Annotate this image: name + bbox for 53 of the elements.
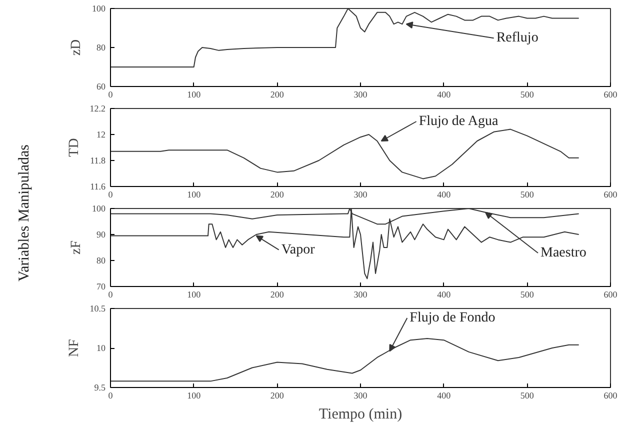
y-tick-label: 12	[96, 130, 106, 140]
x-tick-label: 500	[520, 390, 534, 400]
x-tick-label: 200	[270, 190, 284, 200]
x-tick-label: 400	[437, 390, 452, 400]
x-axis-title: Tiempo (min)	[318, 406, 402, 422]
y-tick-label: 90	[96, 230, 106, 240]
y-tick-label: 12.2	[90, 104, 106, 114]
text: Variables Manipuladas	[16, 144, 32, 282]
y-tick-label: 9.5	[94, 382, 106, 392]
y-tick-label: 10	[96, 343, 106, 353]
y-tick-label: 11.6	[90, 182, 106, 192]
annotation: Flujo de Fondo	[410, 310, 496, 326]
y-tick-label: 70	[96, 282, 106, 292]
x-tick-label: 600	[604, 390, 618, 400]
y-tick-label: 100	[92, 4, 106, 14]
y-axis-title: NF	[66, 338, 82, 357]
x-tick-label: 600	[604, 90, 618, 100]
y-tick-label: 80	[96, 42, 106, 52]
x-tick-label: 0	[108, 90, 114, 100]
x-tick-label: 200	[270, 390, 284, 400]
annotation: Flujo de Agua	[418, 114, 499, 129]
x-tick-label: 500	[520, 90, 534, 100]
annotation: Vapor	[281, 242, 316, 258]
y-tick-label: 10.5	[90, 304, 106, 314]
x-tick-label: 100	[187, 290, 202, 300]
x-tick-label: 400	[437, 90, 452, 100]
y-axis-title: zF	[69, 240, 84, 254]
x-tick-label: 0	[108, 390, 114, 400]
x-tick-label: 300	[354, 190, 368, 200]
x-tick-label: 600	[604, 190, 618, 200]
x-tick-label: 600	[604, 290, 618, 300]
x-tick-label: 100	[187, 90, 202, 100]
x-tick-label: 400	[437, 190, 452, 200]
y-tick-label: 11.8	[90, 156, 106, 166]
x-tick-label: 500	[520, 190, 534, 200]
y-tick-label: 60	[96, 82, 106, 92]
x-tick-label: 300	[354, 390, 368, 400]
y-axis-title: zD	[69, 39, 84, 56]
y-tick-label: 100	[92, 204, 106, 214]
x-tick-label: 100	[187, 190, 202, 200]
x-tick-label: 300	[354, 290, 368, 300]
annotation: Reflujo	[496, 30, 538, 46]
y-axis-title: TD	[66, 138, 82, 157]
y-tick-label: 80	[96, 256, 106, 266]
x-tick-label: 500	[520, 290, 534, 300]
x-tick-label: 300	[354, 90, 368, 100]
x-tick-label: 100	[187, 390, 202, 400]
x-tick-label: 0	[108, 290, 114, 300]
x-tick-label: 200	[270, 290, 284, 300]
x-tick-label: 200	[270, 90, 284, 100]
x-tick-label: 0	[108, 190, 114, 200]
annotation: Maestro	[540, 245, 586, 260]
x-tick-label: 400	[437, 290, 452, 300]
